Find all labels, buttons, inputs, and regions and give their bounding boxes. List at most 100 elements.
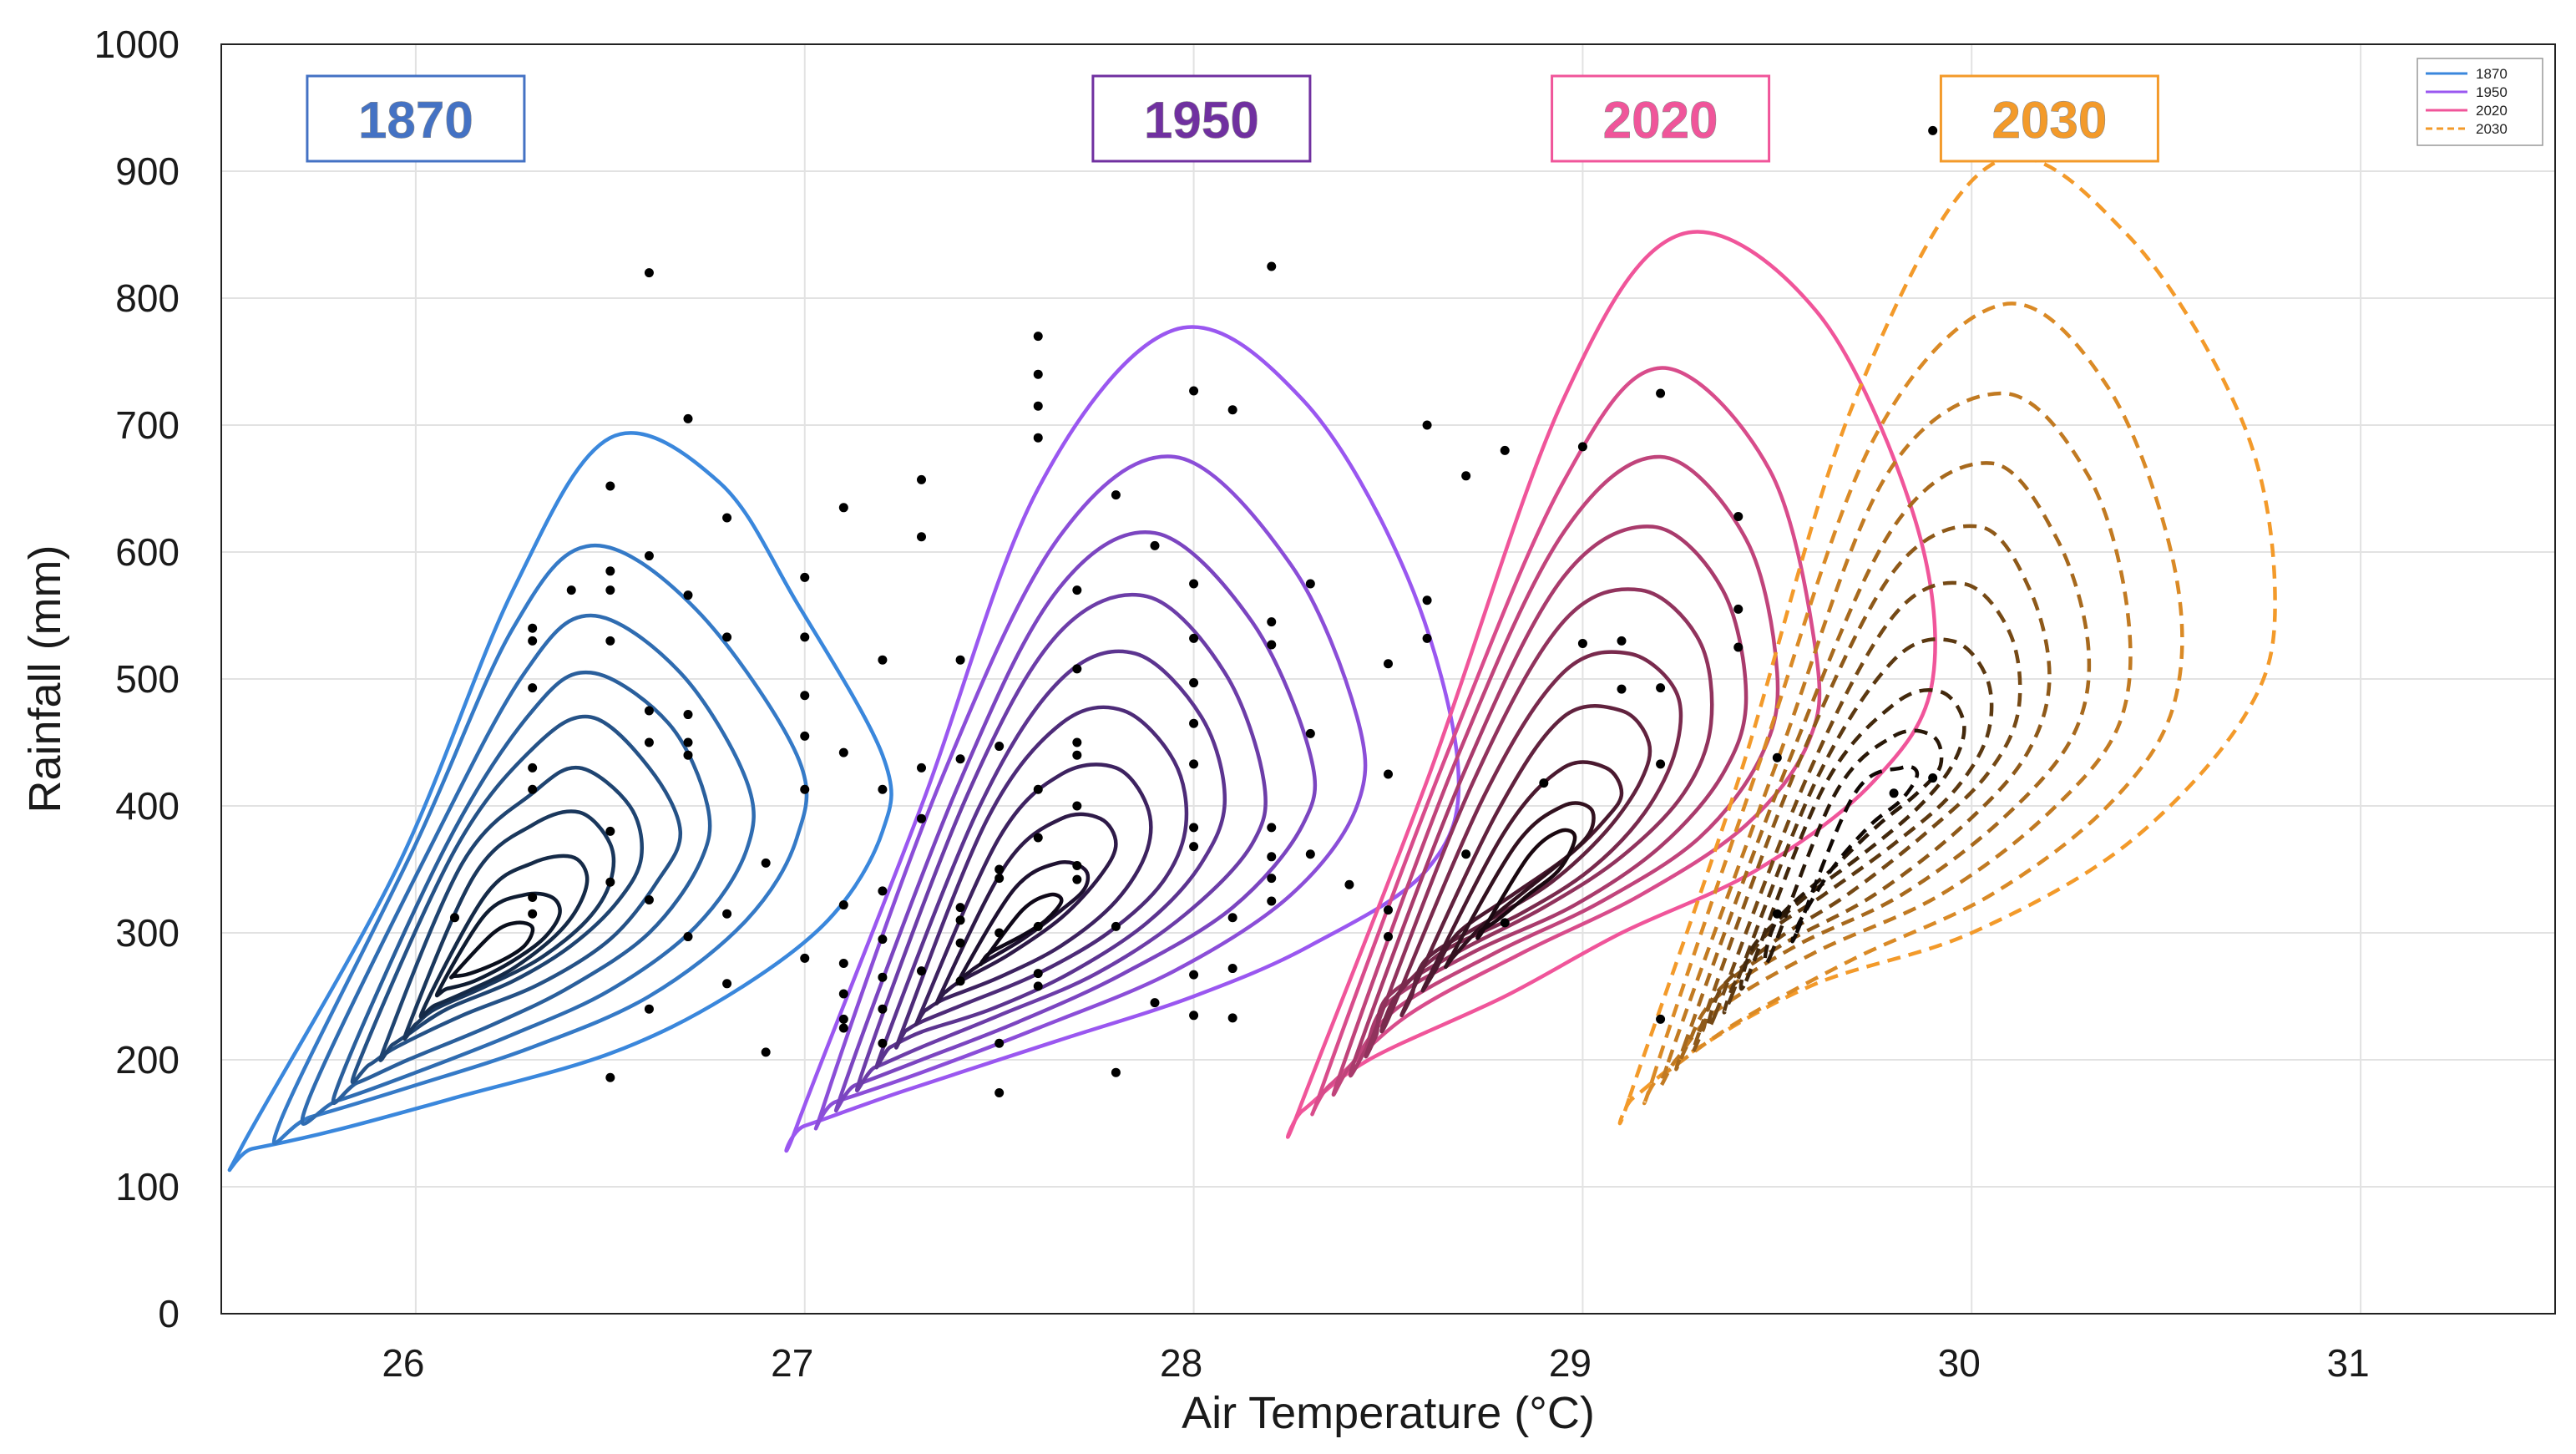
data-point	[917, 474, 926, 484]
y-tick-label: 100	[115, 1165, 180, 1208]
data-point	[878, 655, 888, 665]
data-point	[1033, 921, 1043, 931]
data-point	[605, 1072, 615, 1082]
data-point	[1344, 879, 1354, 889]
data-point	[1033, 969, 1043, 979]
data-point	[1189, 718, 1199, 728]
y-tick-labels: 0 100 200 300 400 500 600 700 800 900 1000	[94, 23, 180, 1335]
data-point	[838, 1014, 848, 1024]
y-tick-label: 500	[115, 657, 180, 701]
data-point	[683, 932, 693, 942]
data-point	[955, 938, 965, 948]
data-point	[1928, 125, 1938, 135]
era-label-box	[1091, 74, 1312, 163]
contour-1950	[913, 762, 1153, 1026]
contour-2020	[1420, 760, 1624, 993]
data-point	[994, 874, 1005, 884]
era-label-text: 1950	[1144, 92, 1259, 149]
data-point	[1189, 759, 1199, 769]
data-point	[1422, 633, 1432, 643]
data-point	[1267, 852, 1277, 862]
contour-1950	[833, 530, 1318, 1113]
y-axis-label: Rainfall (mm)	[20, 545, 70, 813]
contour-2030	[1738, 688, 1966, 991]
era-label-1950: 1950	[1091, 74, 1312, 163]
contour-2030	[1706, 580, 2022, 1030]
era-label-box	[1551, 74, 1771, 163]
era-label-text: 2030	[1991, 92, 2107, 149]
data-point	[1072, 737, 1082, 747]
data-point	[1733, 511, 1743, 521]
data-point	[917, 762, 926, 773]
x-tick-labels: 26 27 28 29 30 31	[382, 1341, 2369, 1385]
data-point	[1033, 833, 1043, 843]
data-point	[800, 572, 810, 582]
contour-1950	[894, 705, 1189, 1050]
data-point	[800, 632, 810, 642]
contour-1870	[449, 920, 535, 980]
y-tick-label: 0	[158, 1292, 180, 1335]
data-point	[722, 632, 732, 642]
data-point	[722, 513, 732, 523]
data-point	[1656, 759, 1666, 769]
data-point	[1305, 579, 1315, 589]
data-point	[1267, 617, 1277, 627]
data-point	[1577, 638, 1587, 648]
data-point	[605, 877, 615, 887]
data-point	[838, 747, 848, 757]
era-label-box	[306, 74, 526, 163]
data-point	[878, 972, 888, 982]
data-point	[878, 935, 888, 945]
data-point	[994, 928, 1005, 938]
data-point	[1267, 823, 1277, 833]
data-point	[1072, 585, 1082, 595]
era-label-2030: 2030	[1939, 74, 2159, 163]
data-point	[800, 731, 810, 741]
data-point	[1227, 1013, 1237, 1023]
y-tick-label: 700	[115, 403, 180, 447]
data-point	[1033, 332, 1043, 342]
contour-2030	[1658, 391, 2133, 1088]
data-point	[955, 754, 965, 764]
data-point	[994, 742, 1005, 752]
data-point	[1733, 642, 1743, 652]
data-point	[1111, 921, 1121, 931]
data-point	[955, 655, 965, 665]
contour-1870	[227, 431, 893, 1173]
contour-1870	[434, 891, 562, 998]
data-point	[838, 1023, 848, 1033]
data-point	[722, 909, 732, 919]
data-point	[722, 979, 732, 989]
contour-2030	[1617, 155, 2277, 1126]
data-point	[605, 585, 615, 595]
data-point	[1617, 636, 1627, 646]
data-point	[1072, 860, 1082, 870]
data-point	[1656, 683, 1666, 693]
data-point	[917, 813, 926, 823]
data-point	[1267, 261, 1277, 271]
data-point	[1227, 964, 1237, 974]
contour-1950	[874, 649, 1227, 1070]
data-point	[1889, 788, 1899, 798]
data-point	[605, 636, 615, 646]
data-point	[1072, 664, 1082, 674]
data-point	[1384, 932, 1393, 942]
y-tick-label: 300	[115, 911, 180, 955]
contour-group-2020	[1285, 230, 1937, 1139]
y-tick-label: 400	[115, 784, 180, 828]
data-point	[605, 566, 615, 576]
data-point	[566, 585, 576, 595]
contour-2020	[1475, 828, 1577, 940]
data-point	[1189, 842, 1199, 852]
y-tick-label: 600	[115, 530, 180, 574]
data-point	[1111, 1067, 1121, 1077]
contour-2030	[1763, 728, 1944, 966]
data-point	[1189, 678, 1199, 688]
data-point	[878, 784, 888, 794]
contour-1950	[813, 454, 1368, 1131]
data-point	[1733, 604, 1743, 614]
data-point	[1033, 369, 1043, 379]
data-point	[1384, 769, 1393, 779]
data-point	[955, 976, 965, 986]
data-point	[1656, 388, 1666, 398]
